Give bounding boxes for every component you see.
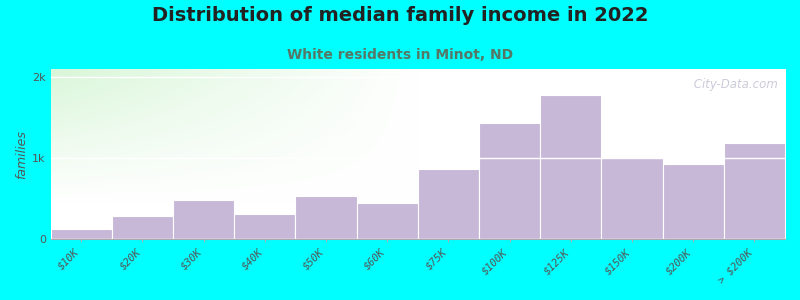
Bar <box>602 157 662 239</box>
Text: White residents in Minot, ND: White residents in Minot, ND <box>287 48 513 62</box>
Bar <box>50 229 112 239</box>
Bar <box>234 214 295 239</box>
Bar <box>357 203 418 239</box>
Bar <box>173 200 234 239</box>
Text: City-Data.com: City-Data.com <box>690 77 778 91</box>
Bar <box>479 123 540 239</box>
Bar <box>112 216 173 239</box>
Text: Distribution of median family income in 2022: Distribution of median family income in … <box>152 6 648 25</box>
Bar <box>662 164 724 239</box>
Bar <box>540 95 602 239</box>
Y-axis label: families: families <box>15 130 28 178</box>
Bar <box>724 143 785 239</box>
Bar <box>418 169 479 239</box>
Bar <box>295 196 357 239</box>
